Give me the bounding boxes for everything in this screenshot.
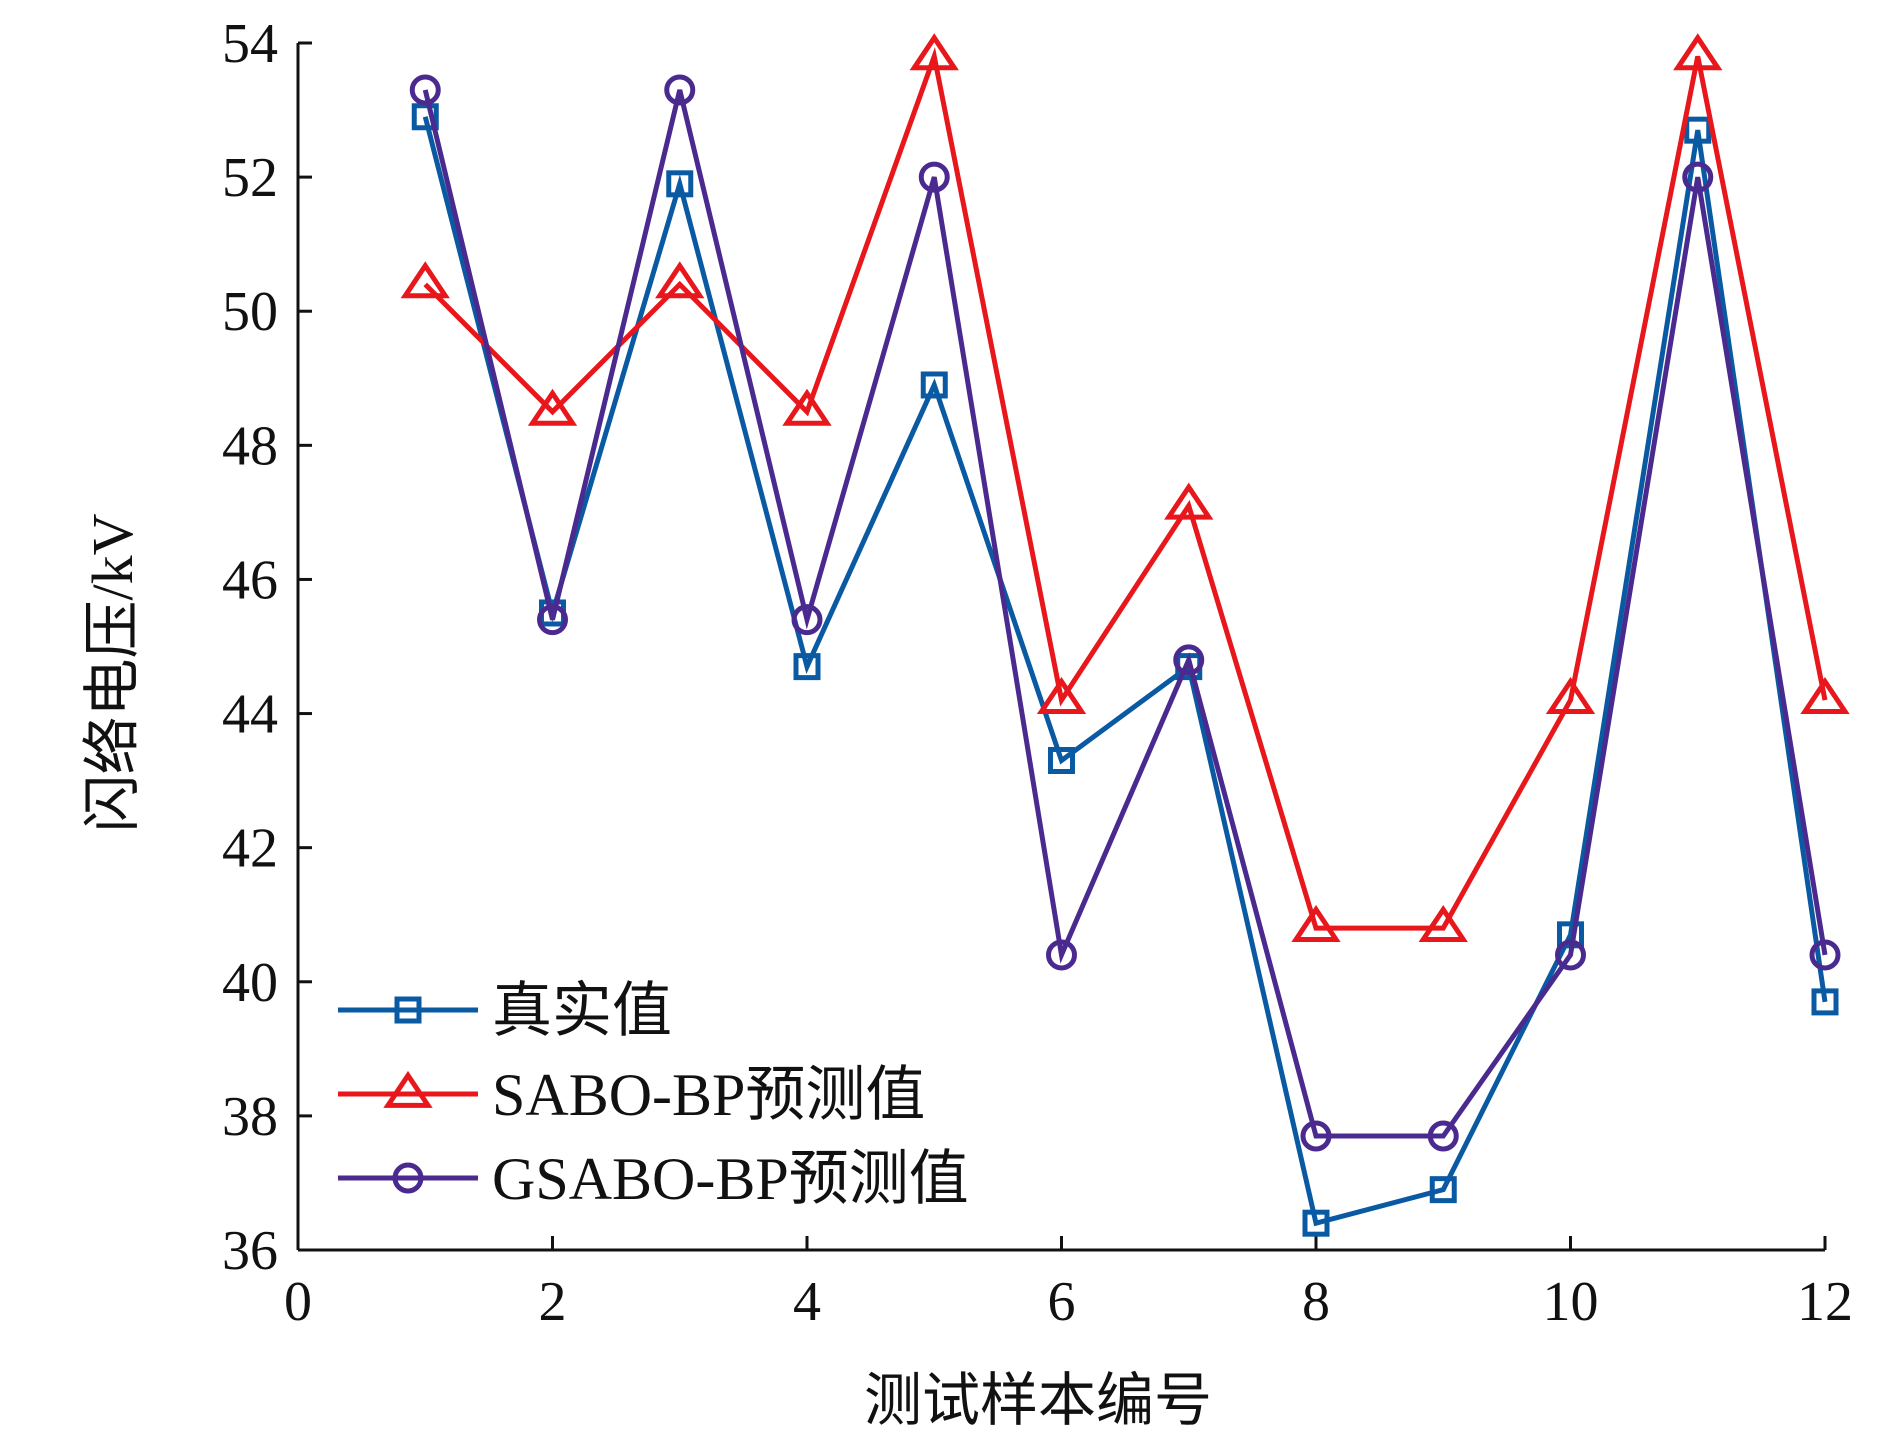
legend: 真实值 SABO-BP预测值 GSABO-BP预测值 [338,978,969,1212]
legend-label: GSABO-BP预测值 [492,1146,969,1212]
y-tick-label: 38 [222,1086,278,1148]
data-point-triangle [1673,33,1723,71]
data-point-circle [1046,939,1077,971]
legend-marker-square [394,996,422,1024]
x-tick-label: 12 [1797,1271,1853,1333]
data-point-square [1684,116,1712,144]
data-point-circle [409,74,441,106]
series-1 [400,33,1850,943]
legend-label: SABO-BP预测值 [492,1062,925,1128]
series-line [422,89,1828,1139]
y-axis-title: 闪络电压/kV [80,513,145,832]
data-point-triangle [1800,677,1850,715]
x-tick-label: 10 [1543,1271,1599,1333]
x-tick-label: 0 [284,1271,312,1333]
data-point-circle [1300,1120,1332,1152]
series-line [422,116,1828,1227]
data-point-circle [537,604,568,636]
x-tick-label: 2 [539,1271,567,1333]
data-point-square [1048,746,1075,774]
legend-marker-triangle [383,1070,433,1108]
data-point-square [793,653,821,681]
data-point-circle [791,604,823,636]
data-point-square [920,371,948,399]
data-point-circle [1682,161,1714,193]
x-tick-label: 4 [793,1271,821,1333]
legend-item: SABO-BP预测值 [338,1062,925,1128]
y-axis-ticks: 36 38 40 42 44 46 48 50 52 54 [222,13,312,1282]
data-point-circle [1427,1120,1459,1152]
data-point-square [411,103,439,131]
y-tick-label: 52 [222,147,278,209]
y-tick-label: 48 [222,415,278,477]
series-2 [409,74,1841,1152]
data-point-triangle [1164,482,1214,520]
legend-marker-circle [392,1162,424,1194]
y-tick-label: 46 [222,549,278,611]
legend-label: 真实值 [492,978,672,1044]
data-point-triangle [400,261,450,299]
x-tick-label: 6 [1048,1271,1076,1333]
legend-item: 真实值 [338,978,672,1044]
series-line [423,47,1828,931]
series-group [400,33,1850,1237]
data-point-triangle [1418,905,1468,943]
data-point-circle [918,161,950,193]
data-point-circle [1555,939,1586,971]
data-point-triangle [1036,677,1087,715]
y-tick-label: 40 [222,952,278,1014]
y-tick-label: 44 [222,684,278,746]
x-axis-ticks: 0 2 4 6 8 10 12 [284,1236,1853,1333]
data-point-triangle [782,388,832,426]
data-point-square [1302,1209,1330,1237]
data-point-triangle [655,261,705,299]
y-tick-label: 36 [222,1220,278,1282]
data-point-circle [1809,939,1841,971]
data-point-square [1811,988,1839,1016]
data-point-square [666,170,694,198]
legend-item: GSABO-BP预测值 [338,1146,969,1212]
data-point-circle [1173,644,1205,676]
x-tick-label: 8 [1302,1271,1330,1333]
data-point-triangle [1291,905,1341,943]
data-point-square [1429,1176,1457,1204]
y-tick-label: 54 [222,13,278,75]
data-point-circle [664,74,696,106]
data-point-triangle [909,33,959,71]
y-tick-label: 42 [222,818,278,880]
data-point-triangle [527,388,578,426]
x-axis-title: 测试样本编号 [864,1368,1212,1433]
data-point-triangle [1545,677,1596,715]
y-tick-label: 50 [222,281,278,343]
